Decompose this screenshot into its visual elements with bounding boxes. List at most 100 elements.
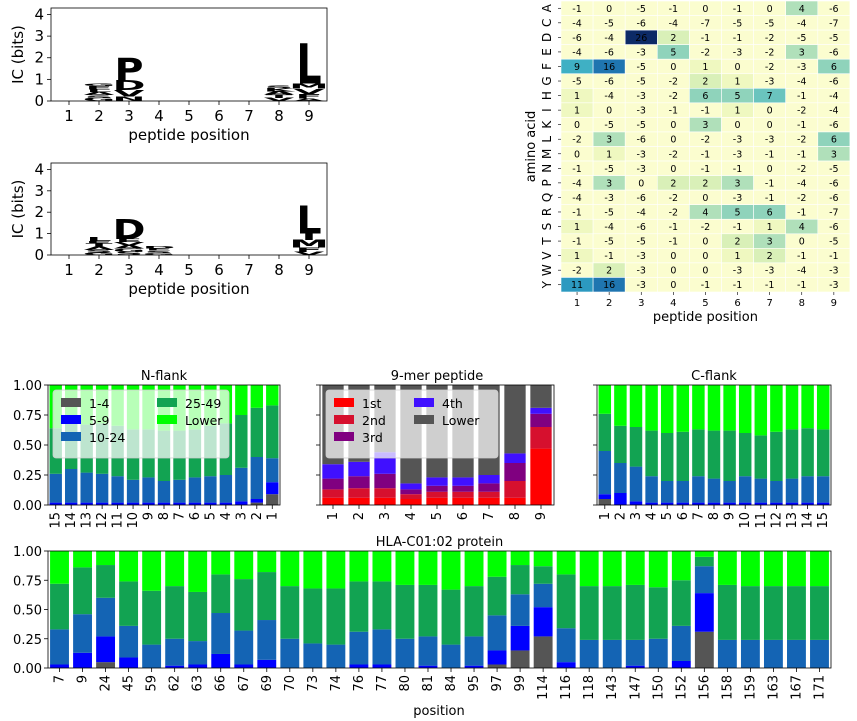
bar-segment <box>441 589 461 645</box>
x-tick-label: 2 <box>352 512 367 520</box>
bar-segment <box>188 641 208 665</box>
heatmap-value: 0 <box>702 251 708 262</box>
bar-segment <box>801 385 814 429</box>
bar-segment <box>614 425 627 463</box>
bar-segment <box>785 478 799 503</box>
bar-segment <box>625 639 645 666</box>
bar-segment <box>250 499 263 503</box>
x-tick-label: 3 <box>124 107 134 125</box>
bar-segment <box>322 489 344 498</box>
x-tick-label: 6 <box>456 512 471 520</box>
bar-segment <box>510 565 530 595</box>
bar-segment <box>598 494 612 499</box>
bar-segment <box>188 664 208 668</box>
bar-segment <box>157 481 171 503</box>
x-tick-label: 14 <box>64 512 79 529</box>
legend-swatch <box>334 398 354 407</box>
bar-segment <box>579 586 599 640</box>
x-tick-label: 3 <box>629 512 644 520</box>
bar-segment <box>280 638 300 668</box>
logo-letter: G <box>113 248 146 253</box>
bar-segment <box>426 491 448 498</box>
heatmap-value: -1 <box>572 207 581 218</box>
heatmap-value: -7 <box>829 207 838 218</box>
x-tick-label: 2 <box>613 512 628 520</box>
bar-segment <box>349 581 369 632</box>
bar-segment <box>204 476 217 503</box>
heatmap-value: -5 <box>572 77 581 88</box>
bar-segment <box>530 385 552 408</box>
x-axis-label: peptide position <box>128 280 249 298</box>
y-tick-label: 3 <box>34 27 44 45</box>
bar-segment <box>510 650 530 668</box>
bar-segment <box>119 581 139 626</box>
bar-segment <box>629 385 643 427</box>
heatmap-value: -5 <box>829 164 838 175</box>
heatmap-value: 0 <box>670 164 676 175</box>
x-tick-label: 7 <box>482 512 497 520</box>
bar-segment <box>257 572 277 621</box>
bar-segment <box>676 502 690 505</box>
heatmap-value: -7 <box>701 18 710 29</box>
heatmap-value: -3 <box>637 164 646 175</box>
logo-letter: T <box>265 94 293 99</box>
x-tick-label: 6 <box>676 512 691 520</box>
bar-segment <box>487 650 507 665</box>
y-axis-label: IC (bits) <box>9 25 27 84</box>
x-tick-label: 7 <box>691 512 706 520</box>
bar-segment <box>250 407 263 457</box>
chart-title: N-flank <box>141 369 188 384</box>
bar-segment <box>50 664 69 668</box>
bar-segment <box>787 586 806 640</box>
bar-segment <box>754 385 768 436</box>
bar-segment <box>349 664 369 668</box>
heatmap-value: -5 <box>829 33 838 44</box>
heatmap-value: 0 <box>735 62 741 73</box>
bar-segment <box>717 584 737 640</box>
bar-segment <box>510 551 530 566</box>
logo-letter: L <box>296 199 321 243</box>
logo-letter: D <box>113 78 146 93</box>
heatmap-value: -3 <box>604 193 613 204</box>
heatmap-value: -5 <box>604 207 613 218</box>
heatmap-value: -5 <box>604 164 613 175</box>
heatmap-value: 3 <box>767 237 773 248</box>
bar-segment <box>49 473 62 503</box>
bar-segment <box>816 476 830 503</box>
heatmap-value: 2 <box>670 178 676 189</box>
logo-letter: A <box>294 98 325 102</box>
x-tick-label: 143 <box>605 675 620 700</box>
heatmap-row-label: R <box>540 208 554 216</box>
heatmap-col-label: 2 <box>606 298 612 309</box>
legend <box>325 389 499 459</box>
heatmap-value: -1 <box>797 280 806 291</box>
logo-letter: E <box>85 85 112 90</box>
bar-segment <box>49 502 62 505</box>
heatmap-value: -6 <box>829 120 838 131</box>
x-axis-label: position <box>413 704 465 719</box>
bar-segment <box>400 489 422 495</box>
logo-letter: G <box>83 83 115 87</box>
heatmap-row-label: G <box>540 76 554 85</box>
heatmap-value: -6 <box>829 77 838 88</box>
x-tick-label: 1 <box>326 512 341 520</box>
heatmap-value: -1 <box>701 164 710 175</box>
bar-segment <box>579 551 599 587</box>
heatmap-value: -3 <box>765 135 774 146</box>
legend-label: 1-4 <box>89 396 109 411</box>
y-tick-label: 0.00 <box>13 662 42 677</box>
bar-segment <box>530 448 552 505</box>
x-tick-label: 45 <box>122 675 137 692</box>
bar-segment <box>533 607 553 637</box>
x-tick-label: 8 <box>274 107 284 125</box>
bar-segment <box>645 385 658 431</box>
hla-protein: HLA-C01:02 protein 7 9 24 45 59 62 63 66 67 69 70 73… <box>13 535 832 700</box>
bar-segment <box>257 659 277 668</box>
bar-segment <box>464 586 484 637</box>
x-tick-label: 80 <box>398 675 413 692</box>
heatmap-value: -3 <box>797 62 806 73</box>
bar-segment <box>754 502 768 505</box>
heatmap-value: -2 <box>765 47 774 58</box>
heatmap-value: 5 <box>670 47 676 58</box>
bar-segment <box>73 614 92 653</box>
